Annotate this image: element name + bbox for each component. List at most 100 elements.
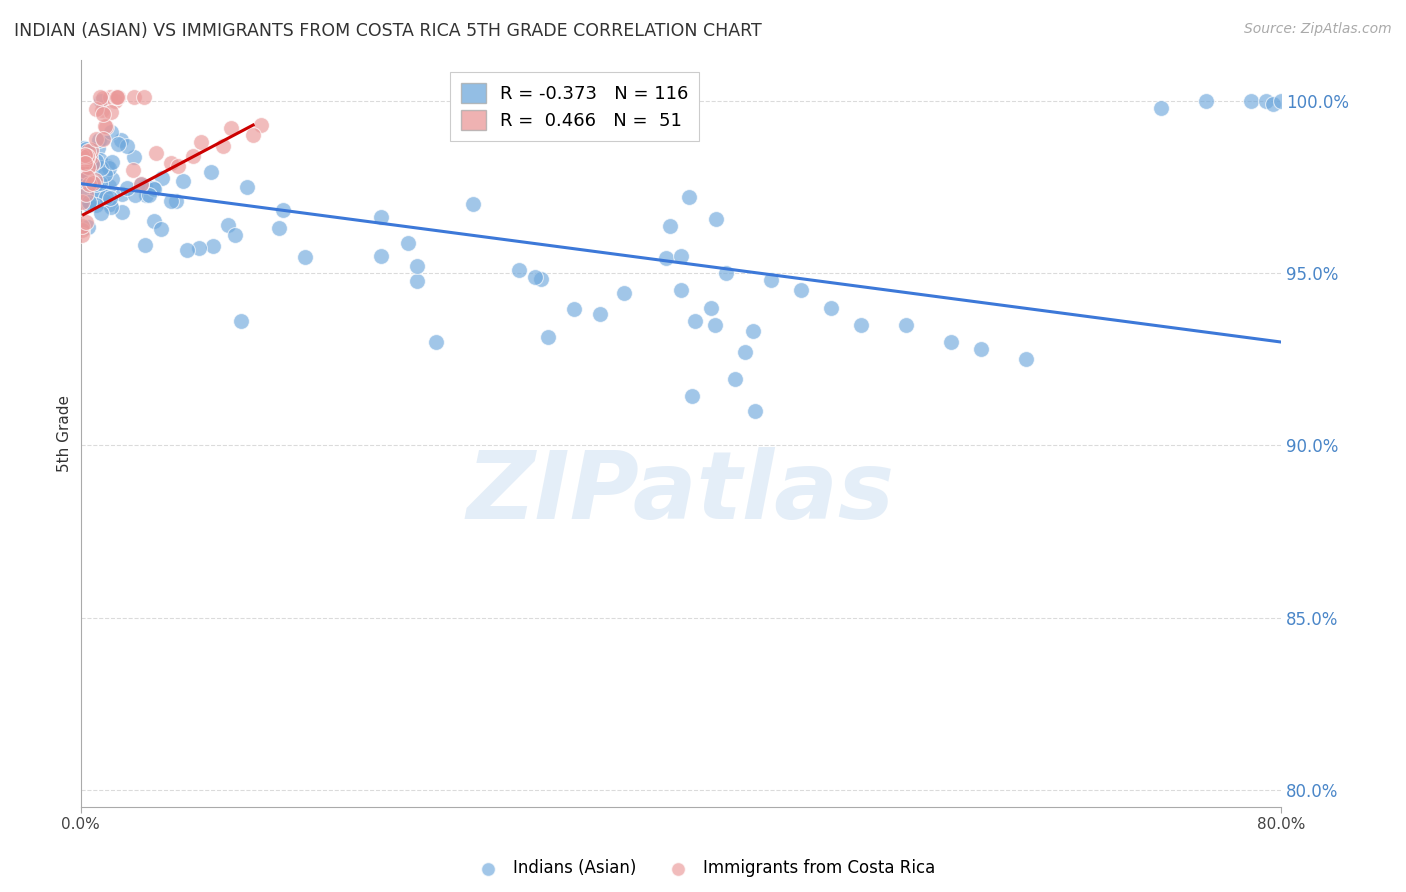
Point xyxy=(84,102,107,116)
Point xyxy=(669,284,692,298)
Point xyxy=(77,150,100,164)
Point xyxy=(86,185,108,199)
Point xyxy=(89,177,111,191)
Point xyxy=(105,90,128,104)
Point xyxy=(84,132,107,146)
Point xyxy=(370,210,392,224)
Point xyxy=(396,236,419,251)
Point xyxy=(1015,352,1038,367)
Point xyxy=(669,249,692,263)
Point xyxy=(1270,94,1292,108)
Point xyxy=(77,169,100,183)
Point xyxy=(790,284,813,298)
Point xyxy=(100,200,122,214)
Point xyxy=(98,90,121,104)
Point xyxy=(159,156,181,170)
Point xyxy=(70,195,93,210)
Point xyxy=(100,191,122,205)
Point xyxy=(724,372,747,386)
Point xyxy=(82,176,104,190)
Point xyxy=(224,227,246,242)
Point xyxy=(562,301,585,316)
Point xyxy=(129,177,152,191)
Point xyxy=(84,160,107,174)
Point xyxy=(98,161,121,175)
Point xyxy=(98,196,121,211)
Point xyxy=(704,318,727,332)
Point xyxy=(91,91,114,105)
Point xyxy=(1240,94,1263,108)
Point xyxy=(294,250,316,264)
Point xyxy=(94,120,117,134)
Point xyxy=(700,301,723,315)
Point xyxy=(101,155,124,169)
Point xyxy=(537,330,560,344)
Point xyxy=(143,214,166,228)
Point xyxy=(100,105,122,120)
Point xyxy=(219,121,242,136)
Point xyxy=(134,90,156,104)
Point xyxy=(72,170,94,185)
Point xyxy=(110,133,132,147)
Point xyxy=(75,186,97,201)
Point xyxy=(80,143,103,157)
Point xyxy=(820,301,842,315)
Point xyxy=(87,133,110,147)
Point xyxy=(142,182,165,196)
Point xyxy=(212,138,235,153)
Point xyxy=(76,151,98,165)
Point xyxy=(134,179,156,194)
Point xyxy=(231,314,253,328)
Point xyxy=(1150,101,1173,115)
Point xyxy=(200,165,222,179)
Point xyxy=(217,218,239,232)
Point xyxy=(111,186,134,201)
Point xyxy=(659,219,682,233)
Point xyxy=(172,174,194,188)
Point xyxy=(759,273,782,287)
Point xyxy=(72,169,94,184)
Point xyxy=(181,149,204,163)
Point xyxy=(115,139,138,153)
Point xyxy=(98,178,121,193)
Point xyxy=(176,244,198,258)
Point xyxy=(77,160,100,174)
Point xyxy=(90,95,112,109)
Point xyxy=(742,324,765,338)
Point xyxy=(235,180,257,194)
Point xyxy=(1195,94,1218,108)
Point xyxy=(704,211,727,226)
Point xyxy=(104,95,127,109)
Point xyxy=(589,307,612,321)
Point xyxy=(84,172,107,186)
Point xyxy=(77,177,100,191)
Point xyxy=(138,187,160,202)
Point xyxy=(72,153,94,168)
Point xyxy=(70,151,93,165)
Point xyxy=(80,157,103,171)
Point xyxy=(1263,97,1285,112)
Point xyxy=(91,132,114,146)
Point xyxy=(70,149,93,163)
Point xyxy=(122,90,145,104)
Point xyxy=(89,90,111,104)
Point xyxy=(73,163,96,178)
Point xyxy=(135,187,157,202)
Point xyxy=(970,342,993,356)
Point xyxy=(714,266,737,280)
Text: INDIAN (ASIAN) VS IMMIGRANTS FROM COSTA RICA 5TH GRADE CORRELATION CHART: INDIAN (ASIAN) VS IMMIGRANTS FROM COSTA … xyxy=(14,22,762,40)
Point xyxy=(79,150,101,164)
Point xyxy=(370,249,392,263)
Point xyxy=(524,270,547,285)
Point xyxy=(655,251,678,265)
Point xyxy=(613,286,636,301)
Point xyxy=(683,314,706,328)
Y-axis label: 5th Grade: 5th Grade xyxy=(58,395,72,472)
Point xyxy=(84,197,107,211)
Point xyxy=(145,145,167,160)
Text: ZIPatlas: ZIPatlas xyxy=(467,447,894,539)
Point xyxy=(1254,94,1277,108)
Point xyxy=(150,171,173,186)
Point xyxy=(744,404,766,418)
Point xyxy=(89,153,111,167)
